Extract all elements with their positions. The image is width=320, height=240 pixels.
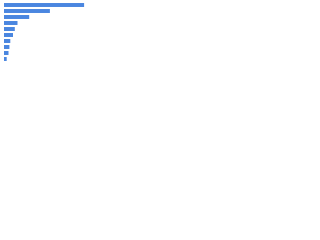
bar: [4, 3, 85, 7]
bar: [4, 51, 9, 55]
bar: [4, 15, 30, 19]
bar: [4, 27, 15, 31]
bar: [4, 33, 13, 37]
chart: [4, 3, 85, 61]
bar: [4, 21, 18, 25]
bar: [4, 57, 7, 61]
page: {"chart_data": {"type": "bar", "orientat…: [0, 0, 320, 71]
bar: [4, 45, 10, 49]
bar: [4, 39, 11, 43]
bar: [4, 9, 50, 13]
